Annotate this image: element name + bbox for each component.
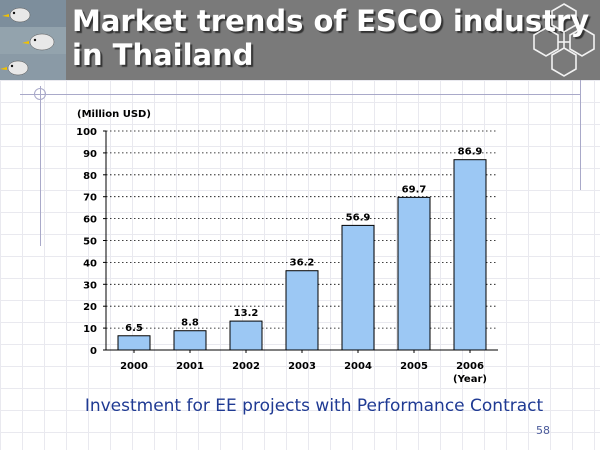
y-tick-label-50: 50 — [83, 237, 97, 248]
bar-2001 — [173, 330, 207, 351]
bar-value-label-2000: 6.5 — [125, 323, 143, 334]
bar-value-label-2001: 8.8 — [181, 318, 199, 329]
bar-value-label-2005: 69.7 — [402, 184, 427, 195]
decorative-ring — [34, 88, 46, 100]
bird-photo-strip — [0, 0, 66, 80]
y-tick-label-60: 60 — [83, 215, 97, 226]
slide-header: Market trends of ESCO industry in Thaila… — [0, 0, 600, 80]
y-tick-label-100: 100 — [76, 127, 97, 138]
chart-bars — [117, 159, 487, 351]
bar-value-label-2004: 56.9 — [346, 212, 371, 223]
x-tick-label-2005: 2005 — [400, 361, 428, 372]
slide-caption: Investment for EE projects with Performa… — [84, 396, 544, 416]
x-axis-label: (Year) — [453, 374, 487, 385]
y-tick-label-0: 0 — [90, 346, 97, 357]
slide-title-line-1: Market trends of ESCO industry — [72, 4, 590, 38]
x-tick-label-2001: 2001 — [176, 361, 204, 372]
bar-2002 — [229, 320, 263, 351]
x-tick-label-2000: 2000 — [120, 361, 148, 372]
page-number: 58 — [536, 424, 550, 437]
slide-title-line-2: in Thailand — [72, 38, 254, 72]
y-axis-label: (Million USD) — [77, 109, 151, 120]
slide-background-grid — [0, 80, 600, 450]
y-tick-label-10: 10 — [83, 324, 97, 335]
decorative-left-rule — [40, 86, 41, 246]
decorative-right-rule — [580, 80, 581, 190]
bar-2000 — [117, 335, 151, 351]
y-tick-label-80: 80 — [83, 171, 97, 182]
bar-2006 — [453, 159, 487, 351]
y-tick-label-40: 40 — [83, 258, 97, 269]
decorative-horizontal-rule — [20, 94, 580, 95]
x-tick-label-2002: 2002 — [232, 361, 260, 372]
bar-value-label-2003: 36.2 — [290, 258, 315, 269]
bar-2004 — [341, 224, 375, 351]
chart-labels: 0 10 20 30 40 50 60 70 80 90 100 6.5 2000 8.8 2001 13.2… — [76, 109, 487, 385]
bar-value-label-2006: 86.9 — [458, 147, 483, 158]
bar-2003 — [285, 270, 319, 351]
x-tick-label-2006: 2006 — [456, 361, 484, 372]
bar-value-label-2002: 13.2 — [234, 308, 259, 319]
x-tick-label-2003: 2003 — [288, 361, 316, 372]
slide-title: Market trends of ESCO industry in Thaila… — [72, 4, 589, 72]
y-tick-label-30: 30 — [83, 280, 97, 291]
y-tick-label-70: 70 — [83, 193, 97, 204]
y-tick-label-20: 20 — [83, 302, 97, 313]
chart-axes — [103, 130, 498, 353]
y-tick-label-90: 90 — [83, 149, 97, 160]
hexagon-pattern-logo — [533, 3, 595, 77]
bar-2005 — [397, 196, 431, 351]
x-tick-label-2004: 2004 — [344, 361, 372, 372]
